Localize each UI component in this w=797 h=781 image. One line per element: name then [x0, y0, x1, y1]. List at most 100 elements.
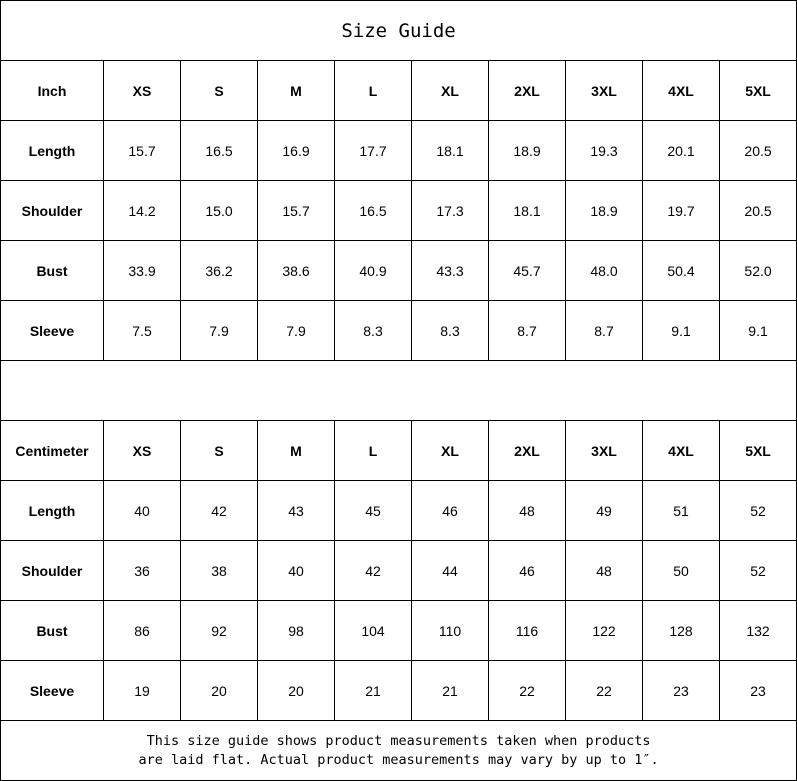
size-header: 3XL [565, 60, 643, 121]
measurement-cell: 19 [103, 660, 181, 721]
size-header: XL [411, 60, 489, 121]
row-label: Shoulder [0, 540, 104, 601]
measurement-cell: 38 [180, 540, 258, 601]
measurement-cell: 22 [488, 660, 566, 721]
measurement-cell: 8.3 [334, 300, 412, 361]
measurement-cell: 33.9 [103, 240, 181, 301]
measurement-cell: 45 [334, 480, 412, 541]
measurement-cell: 43.3 [411, 240, 489, 301]
table-row: Bust 33.9 36.2 38.6 40.9 43.3 45.7 48.0 50.4 52.0 [0, 240, 797, 301]
measurement-cell: 86 [103, 600, 181, 661]
measurement-cell: 15.7 [103, 120, 181, 181]
measurement-cell: 18.9 [565, 180, 643, 241]
row-label: Bust [0, 240, 104, 301]
measurement-cell: 40 [257, 540, 335, 601]
measurement-cell: 43 [257, 480, 335, 541]
table-row: Length 40 42 43 45 46 48 49 51 52 [0, 480, 797, 541]
header-row: Centimeter XS S M L XL 2XL 3XL 4XL 5XL [0, 420, 797, 481]
spacer-cell [0, 360, 797, 421]
measurement-cell: 9.1 [718, 300, 797, 361]
measurement-cell: 9.1 [642, 300, 720, 361]
measurement-cell: 44 [411, 540, 489, 601]
measurement-cell: 20.1 [642, 120, 720, 181]
measurement-cell: 38.6 [257, 240, 335, 301]
measurement-cell: 52.0 [718, 240, 797, 301]
measurement-cell: 7.5 [103, 300, 181, 361]
measurement-cell: 23 [642, 660, 720, 721]
measurement-cell: 36 [103, 540, 181, 601]
size-header: L [334, 60, 412, 121]
measurement-cell: 20.5 [718, 180, 797, 241]
measurement-cell: 49 [565, 480, 643, 541]
measurement-cell: 48 [488, 480, 566, 541]
measurement-cell: 17.3 [411, 180, 489, 241]
measurement-cell: 18.9 [488, 120, 566, 181]
measurement-cell: 42 [180, 480, 258, 541]
table-row: Length 15.7 16.5 16.9 17.7 18.1 18.9 19.3 20.1 20… [0, 120, 797, 181]
row-label: Bust [0, 600, 104, 661]
size-header: 5XL [718, 60, 797, 121]
measurement-cell: 7.9 [257, 300, 335, 361]
measurement-cell: 20.5 [718, 120, 797, 181]
size-header: S [180, 60, 258, 121]
size-header: XL [411, 420, 489, 481]
size-header: 5XL [718, 420, 797, 481]
table-row: Shoulder 36 38 40 42 44 46 48 50 52 [0, 540, 797, 601]
measurement-cell: 51 [642, 480, 720, 541]
measurement-cell: 21 [411, 660, 489, 721]
size-header: XS [103, 420, 181, 481]
size-header: M [257, 60, 335, 121]
measurement-cell: 98 [257, 600, 335, 661]
measurement-cell: 92 [180, 600, 258, 661]
measurement-cell: 8.3 [411, 300, 489, 361]
measurement-cell: 104 [334, 600, 412, 661]
title-row: Size Guide [0, 0, 797, 61]
measurement-cell: 110 [411, 600, 489, 661]
measurement-cell: 48 [565, 540, 643, 601]
measurement-cell: 22 [565, 660, 643, 721]
measurement-cell: 17.7 [334, 120, 412, 181]
measurement-cell: 128 [642, 600, 720, 661]
measurement-cell: 16.5 [334, 180, 412, 241]
measurement-cell: 46 [488, 540, 566, 601]
measurement-cell: 42 [334, 540, 412, 601]
size-header: 4XL [642, 60, 720, 121]
measurement-cell: 50.4 [642, 240, 720, 301]
measurement-cell: 48.0 [565, 240, 643, 301]
size-header: XS [103, 60, 181, 121]
measurement-cell: 52 [718, 540, 797, 601]
size-header: 3XL [565, 420, 643, 481]
size-header: 2XL [488, 60, 566, 121]
footer-line: are laid flat. Actual product measuremen… [138, 751, 659, 768]
unit-header: Inch [0, 60, 104, 121]
measurement-cell: 46 [411, 480, 489, 541]
page-title: Size Guide [0, 0, 797, 61]
row-label: Shoulder [0, 180, 104, 241]
measurement-cell: 18.1 [411, 120, 489, 181]
measurement-cell: 36.2 [180, 240, 258, 301]
measurement-cell: 21 [334, 660, 412, 721]
size-header: 2XL [488, 420, 566, 481]
footer-line: This size guide shows product measuremen… [146, 732, 651, 749]
footer-row: This size guide shows product measuremen… [0, 720, 797, 781]
measurement-cell: 16.5 [180, 120, 258, 181]
measurement-cell: 40.9 [334, 240, 412, 301]
measurement-cell: 15.0 [180, 180, 258, 241]
measurement-cell: 20 [180, 660, 258, 721]
measurement-cell: 19.3 [565, 120, 643, 181]
header-row: Inch XS S M L XL 2XL 3XL 4XL 5XL [0, 60, 797, 121]
unit-header: Centimeter [0, 420, 104, 481]
measurement-cell: 52 [718, 480, 797, 541]
row-label: Length [0, 120, 104, 181]
measurement-cell: 116 [488, 600, 566, 661]
measurement-cell: 40 [103, 480, 181, 541]
measurement-cell: 16.9 [257, 120, 335, 181]
footer-note: This size guide shows product measuremen… [0, 720, 797, 781]
size-header: M [257, 420, 335, 481]
measurement-cell: 50 [642, 540, 720, 601]
measurement-cell: 122 [565, 600, 643, 661]
size-header: 4XL [642, 420, 720, 481]
measurement-cell: 45.7 [488, 240, 566, 301]
row-label: Sleeve [0, 300, 104, 361]
